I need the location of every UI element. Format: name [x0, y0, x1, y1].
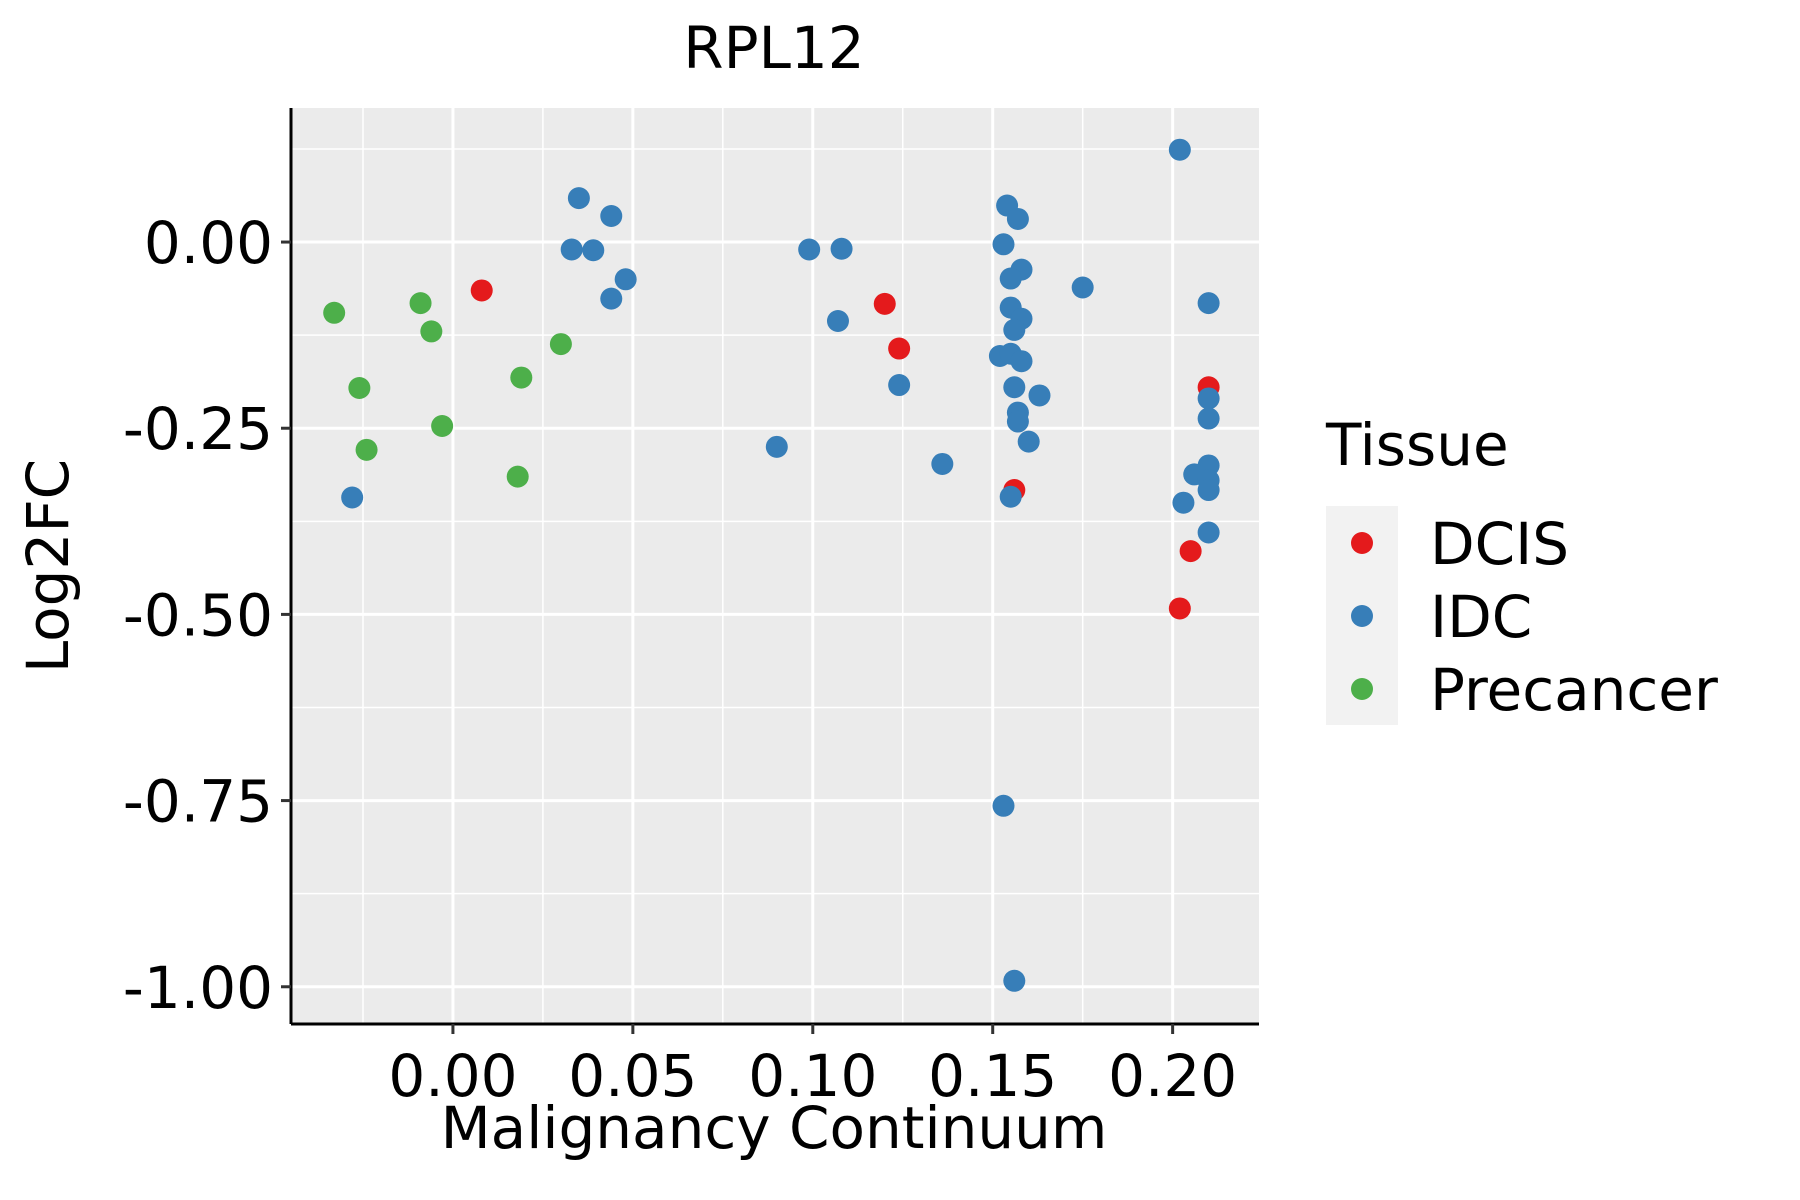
x-tick-label: 0.15 [928, 1042, 1057, 1110]
point-dcis [470, 279, 493, 302]
legend-key-dcis [1351, 532, 1373, 554]
legend-label-precancer: Precancer [1430, 656, 1718, 724]
point-idc [567, 187, 590, 210]
y-tick-label: -0.50 [123, 581, 273, 649]
point-idc [999, 267, 1022, 290]
point-precancer [348, 377, 371, 400]
point-idc [600, 204, 623, 227]
legend-key-precancer [1351, 678, 1373, 700]
x-tick-label: 0.00 [388, 1042, 517, 1110]
point-idc [1003, 969, 1026, 992]
point-idc [1028, 384, 1051, 407]
point-precancer [420, 320, 443, 343]
x-axis-title: Malignancy Continuum [441, 1094, 1108, 1162]
point-idc [1003, 318, 1026, 341]
point-idc [1017, 430, 1040, 453]
point-idc [582, 239, 605, 262]
point-precancer [355, 438, 378, 461]
x-axis-ticks: 0.00 0.05 0.10 0.15 0.20 [388, 1024, 1237, 1110]
y-tick-label: -0.75 [123, 768, 273, 836]
y-axis-title: Log2FC [14, 459, 82, 673]
point-idc [826, 309, 849, 332]
grid-major [291, 108, 1259, 1024]
data-points [323, 138, 1220, 992]
legend-key-idc [1351, 605, 1373, 627]
point-idc [830, 237, 853, 260]
point-idc [1010, 350, 1033, 373]
point-idc [1197, 292, 1220, 315]
point-idc [1197, 407, 1220, 430]
x-tick-label: 0.10 [748, 1042, 877, 1110]
point-idc [614, 268, 637, 291]
plot-panel [291, 108, 1259, 1024]
point-idc [341, 486, 364, 509]
y-axis-ticks: 0.00 -0.25 -0.50 -0.75 -1.00 [123, 209, 291, 1022]
point-idc [999, 485, 1022, 508]
point-idc [1071, 276, 1094, 299]
point-idc [798, 238, 821, 261]
point-idc [1172, 491, 1195, 514]
point-dcis [1179, 540, 1202, 563]
point-idc [1006, 410, 1029, 433]
point-precancer [506, 465, 529, 488]
y-tick-label: -0.25 [123, 395, 273, 463]
point-dcis [873, 292, 896, 315]
chart-title: RPL12 [683, 14, 864, 82]
point-idc [1006, 207, 1029, 230]
point-precancer [431, 414, 454, 437]
point-idc [765, 435, 788, 458]
point-precancer [323, 301, 346, 324]
point-idc [1197, 479, 1220, 502]
x-tick-label: 0.05 [568, 1042, 697, 1110]
point-idc [888, 374, 911, 397]
point-dcis [888, 337, 911, 360]
point-idc [560, 238, 583, 261]
y-tick-label: -1.00 [123, 954, 273, 1022]
point-idc [1197, 387, 1220, 410]
legend-label-idc: IDC [1430, 583, 1532, 651]
point-dcis [1168, 597, 1191, 620]
point-idc [1197, 521, 1220, 544]
point-idc [1003, 376, 1026, 399]
point-idc [1168, 138, 1191, 161]
point-precancer [510, 366, 533, 389]
point-precancer [409, 292, 432, 315]
point-precancer [549, 333, 572, 356]
legend-title: Tissue [1325, 411, 1509, 479]
legend-label-dcis: DCIS [1430, 510, 1569, 578]
point-idc [600, 287, 623, 310]
point-idc [992, 794, 1015, 817]
x-tick-label: 0.20 [1108, 1042, 1237, 1110]
point-idc [931, 452, 954, 475]
y-tick-label: 0.00 [144, 209, 273, 277]
point-idc [992, 233, 1015, 256]
